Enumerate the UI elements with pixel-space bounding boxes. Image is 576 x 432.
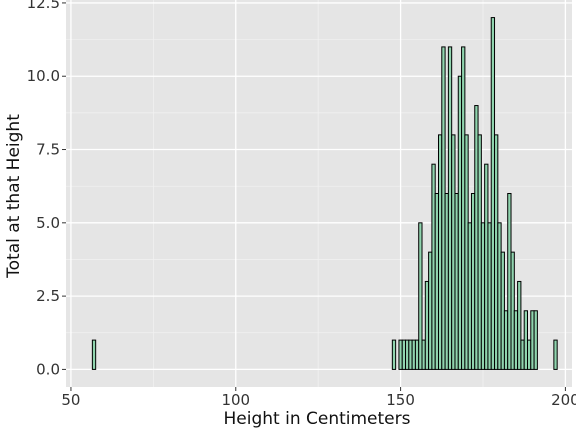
histogram-bar (391, 339, 397, 370)
x-tick-label: 50 (61, 391, 80, 409)
histogram-bar (418, 222, 423, 370)
x-tick-label: 100 (221, 391, 250, 409)
y-tick-label: 0.0 (36, 360, 60, 378)
histogram-bar (533, 310, 538, 370)
y-tick-label: 12.5 (27, 0, 60, 12)
x-tick-label: 200 (551, 391, 576, 409)
histogram-bar (91, 339, 97, 370)
histogram-bar (553, 339, 558, 370)
y-tick-label: 5.0 (36, 214, 60, 232)
y-tick-label: 7.5 (36, 141, 60, 159)
gridlines (66, 0, 572, 387)
y-tick-label: 2.5 (36, 287, 60, 305)
histogram-bar (517, 280, 522, 370)
x-axis-title: Height in Centimeters (224, 409, 411, 429)
y-tick-label: 10.0 (27, 67, 60, 85)
histogram-bars (91, 17, 558, 370)
y-axis-title: Total at that Height (4, 114, 24, 279)
x-tick-label: 150 (386, 391, 415, 409)
axes: 50 100 150 200 0.0 2.5 5.0 7.5 10.0 12.5 (27, 0, 576, 409)
